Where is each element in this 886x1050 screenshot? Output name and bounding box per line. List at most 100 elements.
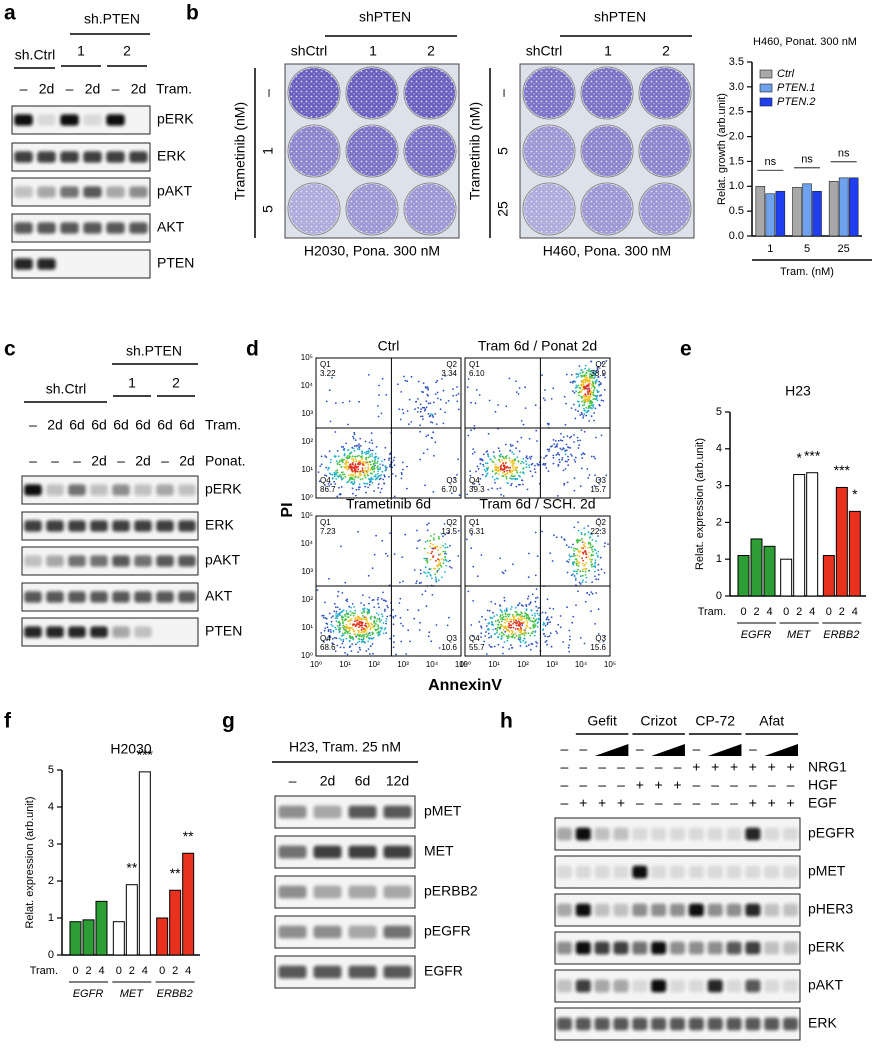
event-dot [369, 634, 372, 637]
event-dot [566, 560, 568, 563]
band [688, 903, 704, 917]
event-dot [569, 635, 571, 638]
band [783, 979, 799, 993]
event-dot [502, 455, 504, 458]
event-dot [534, 612, 536, 615]
event-dot [377, 405, 379, 407]
event-dot [531, 593, 534, 596]
event-dot [518, 387, 521, 389]
event-dot [379, 477, 382, 480]
event-dot [343, 454, 346, 457]
band [651, 827, 667, 841]
band [46, 555, 64, 567]
event-dot [341, 592, 344, 594]
event-dot [357, 629, 359, 632]
event-dot [465, 538, 468, 541]
event-dot [493, 615, 496, 617]
event-dot [604, 542, 606, 545]
event-dot [504, 613, 507, 616]
event-dot [435, 580, 438, 583]
event-dot [356, 641, 359, 644]
event-dot [593, 412, 596, 414]
event-dot [591, 380, 594, 383]
event-dot [419, 410, 422, 413]
event-dot [383, 458, 386, 461]
event-dot [449, 559, 451, 562]
event-dot [587, 477, 589, 479]
event-dot [491, 617, 494, 619]
blot-label: pAKT [205, 552, 240, 568]
event-dot [574, 417, 577, 420]
event-dot [491, 475, 494, 478]
event-dot [342, 471, 344, 473]
event-dot [370, 472, 372, 475]
event-dot [417, 407, 420, 409]
event-dot [335, 610, 338, 613]
event-dot [588, 402, 591, 404]
event-dot [357, 637, 360, 640]
event-dot [513, 621, 515, 623]
event-dot [533, 468, 536, 470]
event-dot [575, 390, 577, 393]
event-dot [501, 624, 504, 627]
treatment-mark: – [617, 759, 625, 775]
event-dot [380, 619, 382, 621]
x-tick-label: 4 [142, 965, 148, 977]
event-dot [361, 640, 364, 643]
x-tick-label: 4 [852, 606, 858, 618]
band [112, 591, 130, 603]
event-dot [431, 550, 434, 553]
y-tick-label: 10⁰ [301, 651, 313, 660]
event-dot [503, 641, 506, 643]
event-dot [433, 567, 435, 570]
quadrant-value: 6.10 [469, 369, 485, 378]
event-dot [371, 468, 374, 471]
y-axis-label: Relat. growth (arb.unit) [716, 93, 728, 205]
event-dot [402, 468, 404, 471]
event-dot [576, 560, 579, 562]
event-dot [561, 458, 563, 461]
event-dot [500, 454, 502, 456]
event-dot [420, 415, 422, 418]
event-dot [511, 646, 514, 649]
event-dot [480, 636, 482, 638]
event-dot [586, 399, 589, 402]
lane-label: – [20, 81, 28, 97]
event-dot [527, 615, 530, 617]
event-dot [353, 479, 356, 481]
event-dot [367, 625, 370, 628]
event-dot [384, 467, 387, 469]
event-dot [599, 383, 602, 386]
y-tick-label: 10¹ [301, 465, 313, 474]
event-dot [544, 641, 547, 643]
well [289, 126, 339, 176]
event-dot [425, 387, 428, 389]
event-dot [508, 626, 510, 628]
event-dot [566, 460, 568, 463]
axis-label: Trametinib (nM) [467, 102, 483, 200]
event-dot [567, 458, 570, 461]
event-dot [580, 453, 583, 456]
event-dot [344, 629, 347, 632]
event-dot [521, 460, 524, 463]
event-dot [353, 445, 356, 447]
event-dot [394, 475, 397, 477]
quadrant-value: 7.23 [320, 527, 336, 536]
event-dot [545, 467, 548, 469]
blot-label: pERK [808, 939, 845, 955]
event-dot [600, 399, 603, 402]
event-dot [425, 605, 428, 608]
event-dot [366, 621, 369, 624]
event-dot [509, 449, 511, 452]
event-dot [531, 475, 534, 477]
event-dot [537, 464, 540, 467]
event-dot [536, 622, 539, 624]
panel-letter: b [186, 2, 199, 25]
band [14, 222, 33, 234]
event-dot [343, 473, 346, 476]
bar [138, 771, 151, 956]
event-dot [355, 445, 358, 447]
band [594, 941, 610, 955]
event-dot [523, 631, 526, 633]
